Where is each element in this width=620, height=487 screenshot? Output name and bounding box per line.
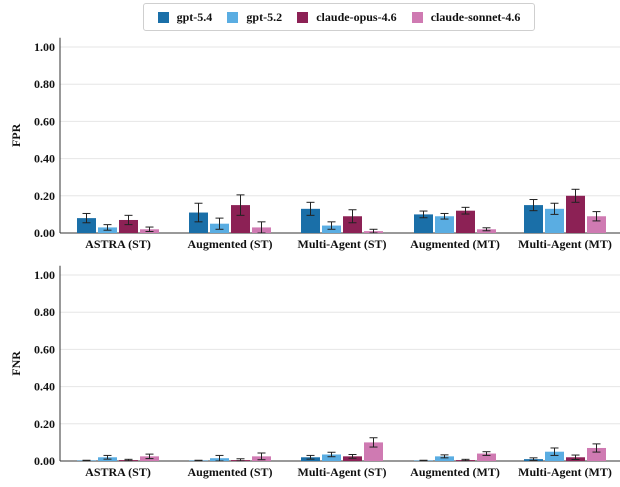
x-tick-label: Augmented (ST): [187, 237, 272, 251]
bar: [435, 216, 454, 233]
chart-panel-fpr: 0.00 0.20 0.40 0.60 0.80 1.00 FPR ASTRA (ST) Aug…: [9, 37, 620, 251]
x-tick-label: Multi-Agent (MT): [518, 237, 612, 251]
legend-item-claude-sonnet-4-6: claude-sonnet-4.6: [411, 9, 521, 25]
legend-item-gpt-5-2: gpt-5.2: [227, 10, 282, 25]
bar: [456, 210, 475, 233]
legend-label: claude-sonnet-4.6: [430, 9, 521, 24]
x-tick-label: Augmented (MT): [410, 237, 500, 251]
bar: [231, 205, 250, 233]
y-tick-label: 1.00: [34, 268, 55, 282]
legend-swatch: [411, 11, 423, 23]
y-tick-label: 0.40: [34, 380, 55, 394]
legend-label: claude-opus-4.6: [316, 9, 397, 24]
bar: [301, 208, 320, 233]
bar: [322, 454, 341, 461]
x-tick-label: Augmented (MT): [410, 465, 500, 479]
x-tick-label: Multi-Agent (ST): [298, 465, 387, 479]
x-tick-label: Multi-Agent (ST): [298, 237, 387, 251]
bar: [189, 212, 208, 233]
legend-label: gpt-5.2: [246, 9, 283, 24]
legend-item-gpt-5-4: gpt-5.4: [157, 9, 213, 25]
x-tick-label: ASTRA (ST): [85, 237, 151, 251]
y-tick-label: 0.80: [34, 305, 55, 319]
legend-swatch: [227, 11, 239, 23]
bar: [343, 216, 362, 233]
y-tick-label: 1.00: [34, 40, 55, 54]
x-tick-label: ASTRA (ST): [85, 465, 151, 479]
y-axis-label: FPR: [9, 123, 23, 147]
x-tick-label: Augmented (ST): [187, 465, 272, 479]
y-tick-label: 0.60: [34, 342, 55, 356]
y-tick-label: 0.80: [34, 77, 55, 91]
x-tick-label: Multi-Agent (MT): [518, 465, 612, 479]
bar: [566, 195, 585, 233]
chart-panel-fnr: 0.00 0.20 0.40 0.60 0.80 1.00 FNR ASTRA (ST) Aug…: [9, 265, 620, 479]
bar: [364, 442, 383, 461]
y-tick-label: 0.20: [34, 417, 55, 431]
bar: [119, 219, 138, 233]
bar: [587, 216, 606, 233]
legend-label: gpt-5.4: [176, 9, 213, 24]
bar: [435, 456, 454, 461]
bar: [414, 214, 433, 233]
bar: [477, 453, 496, 461]
bar: [545, 208, 564, 233]
legend-swatch: [297, 11, 309, 23]
bar: [545, 451, 564, 461]
y-tick-label: 0.60: [34, 114, 55, 128]
y-tick-label: 0.20: [34, 189, 55, 203]
legend-swatch: [157, 11, 169, 23]
y-tick-label: 0.00: [34, 226, 55, 240]
bar: [524, 205, 543, 233]
y-axis-label: FNR: [9, 351, 23, 376]
bar: [587, 447, 606, 461]
y-tick-label: 0.00: [34, 454, 55, 468]
legend-item-claude-opus-4-6: claude-opus-4.6: [297, 9, 397, 25]
chart-legend: gpt-5.4 gpt-5.2 claude-opus-4.6 claude-s…: [143, 3, 535, 31]
bar: [77, 218, 96, 233]
y-tick-label: 0.40: [34, 152, 55, 166]
